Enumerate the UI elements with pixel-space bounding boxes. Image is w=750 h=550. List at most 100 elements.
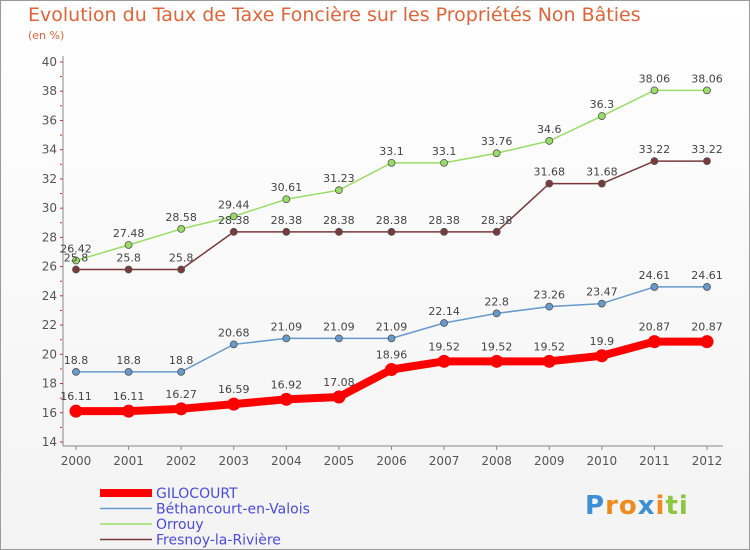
data-label: 28.58 (165, 211, 197, 224)
data-label: 22.14 (428, 305, 460, 318)
data-point (177, 225, 186, 233)
data-point (72, 367, 80, 376)
chart-unit-label: (en %) (28, 29, 65, 42)
data-point (545, 137, 554, 145)
data-label: 24.61 (639, 269, 671, 282)
data-label: 21.09 (271, 320, 303, 333)
x-tick-label: 2009 (534, 454, 565, 468)
data-label: 18.8 (64, 354, 89, 367)
data-label: 28.38 (428, 214, 460, 227)
data-label: 19.52 (428, 340, 460, 353)
data-point (282, 334, 291, 343)
logo-letter: o (618, 491, 638, 521)
data-point (492, 309, 501, 318)
legend-label: GILOCOURT (156, 486, 238, 502)
data-point (700, 335, 714, 349)
data-label: 16.11 (113, 390, 145, 403)
y-tick-label: 22 (42, 318, 57, 332)
logo-letter: r (605, 491, 619, 521)
data-label: 16.92 (271, 378, 303, 391)
data-point (335, 334, 343, 343)
data-label: 20.87 (639, 321, 671, 334)
data-point (332, 390, 346, 404)
data-point (492, 227, 501, 236)
data-point (703, 157, 711, 165)
data-label: 34.6 (537, 123, 562, 136)
data-label: 28.38 (218, 214, 250, 227)
data-label: 18.8 (116, 354, 141, 367)
data-label: 38.06 (639, 72, 671, 85)
data-point (227, 397, 241, 411)
proxiti-logo: Proxiti (585, 491, 689, 521)
data-point (703, 283, 711, 291)
legend-label: Béthancourt-en-Valois (156, 502, 310, 518)
data-point (385, 363, 398, 377)
chart-title: Evolution du Taux de Taxe Foncière sur l… (28, 4, 641, 26)
y-tick-label: 30 (42, 201, 57, 215)
data-point (650, 283, 659, 291)
x-tick-label: 2011 (639, 454, 670, 468)
logo-letter: x (637, 491, 656, 521)
data-label: 28.38 (271, 214, 303, 227)
data-label: 31.23 (323, 172, 355, 185)
data-point (545, 179, 554, 188)
data-point (72, 265, 80, 274)
x-tick-label: 2005 (324, 454, 355, 468)
data-point (440, 319, 448, 327)
data-label: 33.22 (691, 143, 723, 156)
data-point (387, 334, 396, 343)
data-label: 38.06 (691, 72, 723, 85)
legend-label: Orrouy (156, 517, 204, 533)
data-label: 31.68 (586, 166, 618, 179)
x-tick-label: 2012 (692, 454, 723, 468)
data-label: 21.09 (376, 320, 408, 333)
x-tick-label: 2007 (429, 454, 460, 468)
data-label: 19.52 (534, 340, 566, 353)
data-label: 23.47 (586, 286, 618, 299)
data-point (387, 227, 396, 236)
y-tick-label: 32 (42, 172, 57, 186)
data-point (124, 367, 133, 376)
data-label: 23.26 (534, 289, 566, 302)
data-label: 29.44 (218, 198, 250, 211)
data-point (335, 227, 343, 236)
data-point (124, 241, 133, 249)
data-label: 16.59 (218, 383, 250, 396)
data-point (335, 186, 343, 195)
y-tick-label: 40 (42, 55, 57, 69)
data-point (279, 392, 293, 406)
data-label: 19.52 (481, 340, 513, 353)
data-point (437, 354, 451, 368)
x-tick-label: 2008 (481, 454, 512, 468)
y-tick-label: 16 (42, 406, 57, 420)
logo-letter: P (585, 491, 606, 521)
data-point (122, 404, 136, 418)
data-point (282, 227, 291, 236)
data-label: 33.76 (481, 135, 513, 148)
x-tick-label: 2010 (587, 454, 618, 468)
data-label: 25.8 (64, 252, 89, 265)
data-label: 33.1 (379, 145, 404, 158)
data-point (650, 157, 659, 165)
data-point (597, 112, 606, 120)
data-label: 16.27 (165, 388, 197, 401)
data-point (387, 158, 396, 167)
data-label: 18.8 (169, 354, 194, 367)
x-tick-label: 2006 (376, 454, 407, 468)
data-label: 30.61 (271, 181, 303, 194)
data-label: 22.8 (484, 295, 509, 308)
data-point (647, 335, 661, 349)
data-point (542, 354, 556, 368)
data-label: 24.61 (691, 269, 723, 282)
data-point (229, 212, 238, 221)
data-point (69, 404, 83, 418)
y-tick-label: 24 (42, 289, 57, 303)
data-point (177, 367, 186, 376)
data-point (597, 299, 606, 308)
data-point (124, 265, 133, 274)
y-tick-label: 38 (42, 84, 57, 98)
data-label: 20.87 (691, 321, 723, 334)
data-label: 17.08 (323, 376, 355, 389)
